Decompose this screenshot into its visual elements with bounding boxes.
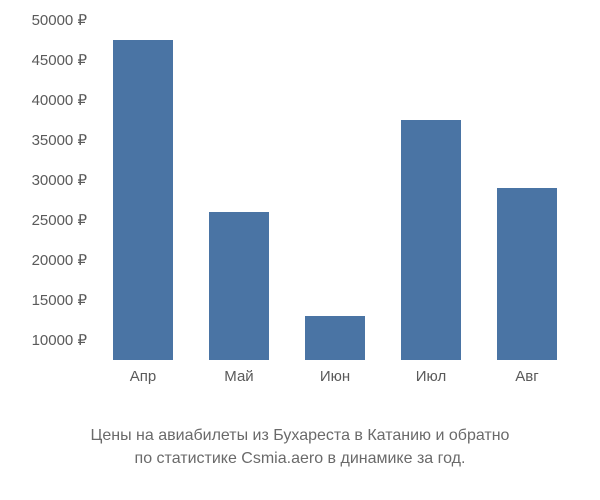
x-tick-label: Апр (130, 368, 156, 385)
x-tick-label: Июл (416, 368, 446, 385)
x-tick-label: Май (224, 368, 253, 385)
plot-area (95, 20, 575, 390)
y-tick-label: 50000 ₽ (32, 11, 87, 29)
y-tick-label: 20000 ₽ (32, 251, 87, 269)
y-tick-label: 30000 ₽ (32, 171, 87, 189)
y-tick-label: 40000 ₽ (32, 91, 87, 109)
bar (401, 120, 461, 360)
y-tick-label: 25000 ₽ (32, 211, 87, 229)
y-tick-label: 15000 ₽ (32, 291, 87, 309)
chart-caption: Цены на авиабилеты из Бухареста в Катани… (0, 425, 600, 470)
x-tick-label: Июн (320, 368, 350, 385)
bar (113, 40, 173, 360)
caption-line-1: Цены на авиабилеты из Бухареста в Катани… (91, 427, 510, 444)
bar (209, 212, 269, 360)
bar-chart: Апр Май Июн Июл Авг (95, 20, 575, 390)
bar (497, 188, 557, 360)
bar (305, 316, 365, 360)
y-tick-label: 45000 ₽ (32, 51, 87, 69)
y-tick-label: 35000 ₽ (32, 131, 87, 149)
y-axis: 10000 ₽ 15000 ₽ 20000 ₽ 25000 ₽ 30000 ₽ 35000… (0, 20, 95, 390)
y-tick-label: 10000 ₽ (32, 331, 87, 349)
caption-line-2: по статистике Csmia.aero в динамике за г… (135, 450, 466, 467)
x-tick-label: Авг (515, 368, 538, 385)
x-axis: Апр Май Июн Июл Авг (95, 360, 575, 390)
